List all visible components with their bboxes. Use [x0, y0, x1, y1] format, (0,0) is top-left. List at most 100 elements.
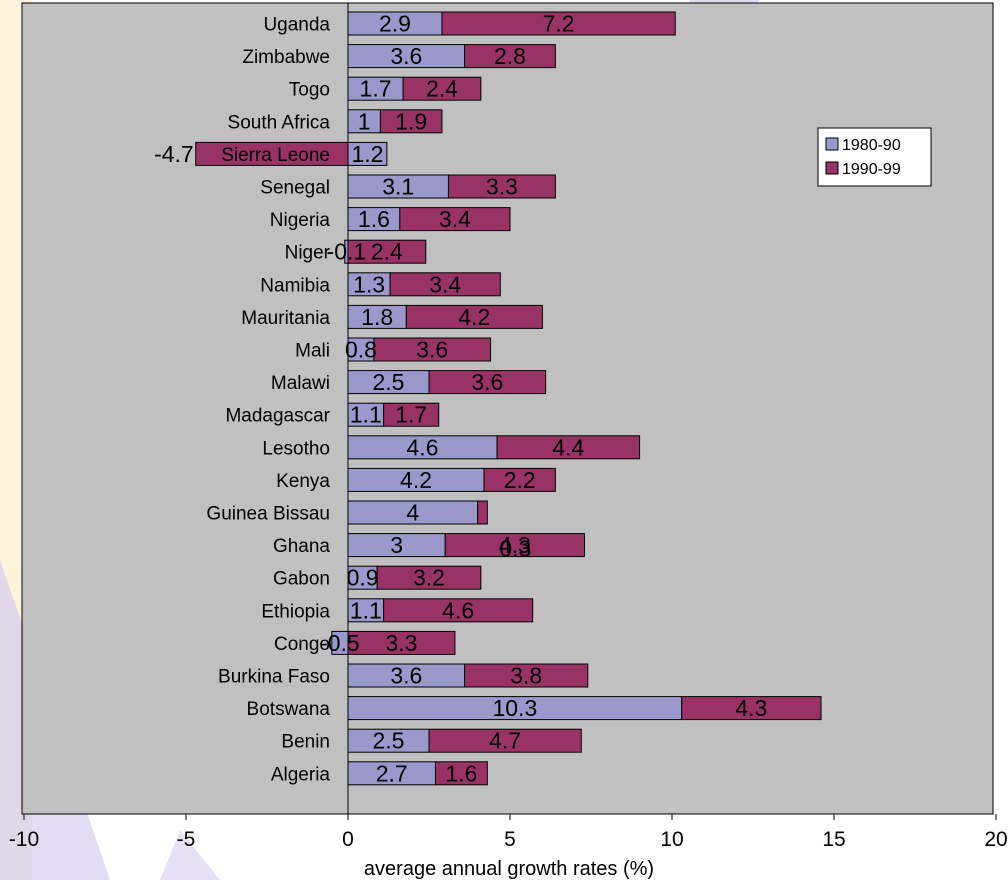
data-label-mauritania-1980-90: 1.8	[361, 304, 393, 330]
data-label-ghana-1980-90: 3	[390, 532, 403, 558]
x-axis: -10 -5 0 5 10 15 20	[9, 3, 1008, 851]
data-label-mauritania-1990-99: 4.2	[458, 304, 490, 330]
data-label-namibia-1990-99: 3.4	[429, 271, 461, 297]
data-label-niger-1990-99: 2.4	[371, 239, 403, 265]
bar-zimbabwe-1990-99	[464, 44, 556, 69]
category-label-botswana: Botswana	[247, 699, 331, 720]
bar-mali-1990-99	[373, 337, 492, 362]
bar-south-africa-1990-99	[379, 109, 443, 134]
bar-botswana-1990-99	[681, 696, 822, 721]
bar-ghana-1990-99	[444, 533, 586, 558]
data-label-benin-1990-99: 4.7	[489, 728, 521, 754]
x-axis-label: average annual growth rates (%)	[364, 858, 654, 880]
x-tick-label-2: 0	[342, 828, 354, 851]
data-label-senegal-1980-90: 3.1	[382, 174, 414, 200]
category-label-mauritania: Mauritania	[241, 308, 330, 329]
x-tick-label-4: 10	[660, 828, 683, 851]
data-label-malawi-1990-99: 3.6	[471, 369, 503, 395]
data-label-algeria-1990-99: 1.6	[445, 760, 477, 786]
data-label-nigeria-1980-90: 1.6	[358, 206, 390, 232]
data-label-botswana-1990-99: 4.3	[735, 695, 767, 721]
data-label-mali-1980-90: 0.8	[345, 337, 377, 363]
data-label-malawi-1980-90: 2.5	[373, 369, 405, 395]
category-label-senegal: Senegal	[260, 178, 330, 199]
data-label-mali-1990-99: 3.6	[416, 337, 448, 363]
data-label-uganda-1980-90: 2.9	[379, 11, 411, 37]
category-label-lesotho: Lesotho	[262, 438, 330, 459]
data-label-congo-1990-99: 3.3	[385, 630, 417, 656]
data-label-uganda-1990-99: 7.2	[543, 11, 575, 37]
category-label-mali: Mali	[295, 341, 330, 362]
data-label-burkina-faso-1990-99: 3.8	[510, 663, 542, 689]
data-label-ghana-1990-99: 4.3	[499, 532, 531, 558]
bars-layer	[195, 11, 822, 786]
bar-malawi-1990-99	[428, 370, 547, 395]
category-label-zimbabwe: Zimbabwe	[242, 47, 330, 68]
data-label-sierra-leone-1990-99: -4.7	[154, 141, 194, 167]
bar-ethiopia-1990-99	[383, 598, 534, 623]
category-label-niger: Niger	[285, 243, 331, 264]
category-label-malawi: Malawi	[271, 373, 330, 394]
category-label-ethiopia: Ethiopia	[261, 601, 330, 622]
category-label-south-africa: South Africa	[228, 112, 331, 133]
category-label-burkina-faso: Burkina Faso	[218, 667, 330, 688]
legend-label-1990-99: 1990-99	[842, 161, 901, 178]
category-label-namibia: Namibia	[260, 275, 330, 296]
data-label-namibia-1980-90: 1.3	[353, 271, 385, 297]
category-labels: Algeria Benin Botswana Burkina Faso Congo Eth…	[206, 15, 330, 786]
category-label-algeria: Algeria	[271, 764, 331, 785]
data-label-burkina-faso-1980-90: 3.6	[390, 663, 422, 689]
data-label-madagascar-1980-90: 1.1	[350, 402, 382, 428]
data-label-guinea-bissau-1980-90: 4	[406, 500, 419, 526]
data-label-ethiopia-1980-90: 1.1	[350, 597, 382, 623]
category-label-togo: Togo	[289, 80, 330, 101]
bar-namibia-1990-99	[389, 272, 501, 297]
bar-gabon-1990-99	[376, 565, 482, 590]
bar-labels: 2.7 1.62.5 4.710.3 4.33.6 3.8-0.5 3.31.1 4.60.…	[154, 11, 767, 787]
data-label-lesotho-1990-99: 4.4	[552, 434, 584, 460]
data-label-south-africa-1980-90: 1	[358, 108, 371, 134]
bar-kenya-1990-99	[483, 467, 556, 492]
data-label-kenya-1990-99: 2.2	[504, 467, 536, 493]
legend-swatch-1980-90	[825, 137, 839, 151]
bar-guinea-bissau-1990-99	[477, 500, 488, 525]
x-tick-label-0: -10	[9, 828, 39, 851]
bar-burkina-faso-1990-99	[464, 663, 589, 688]
category-label-ghana: Ghana	[273, 536, 330, 557]
data-label-togo-1990-99: 2.4	[426, 76, 458, 102]
data-label-botswana-1980-90: 10.3	[492, 695, 537, 721]
x-tick-label-3: 5	[504, 828, 516, 851]
category-label-congo: Congo	[274, 634, 330, 655]
data-label-senegal-1990-99: 3.3	[486, 174, 518, 200]
data-label-kenya-1980-90: 4.2	[400, 467, 432, 493]
data-label-lesotho-1980-90: 4.6	[407, 434, 439, 460]
bar-madagascar-1990-99	[383, 402, 440, 427]
category-label-nigeria: Nigeria	[270, 210, 331, 231]
bar-uganda-1990-99	[441, 11, 676, 36]
legend-label-1980-90: 1980-90	[842, 137, 901, 154]
category-label-uganda: Uganda	[263, 15, 330, 36]
data-label-zimbabwe-1990-99: 2.8	[494, 43, 526, 69]
data-label-gabon-1980-90: 0.9	[347, 565, 379, 591]
data-label-sierra-leone-1980-90: 1.2	[351, 141, 383, 167]
data-label-south-africa-1990-99: 1.9	[395, 108, 427, 134]
data-label-gabon-1990-99: 3.2	[413, 565, 445, 591]
x-tick-label-6: 20	[984, 828, 1007, 851]
data-label-nigeria-1990-99: 3.4	[439, 206, 471, 232]
category-label-guinea-bissau: Guinea Bissau	[206, 504, 330, 525]
data-label-congo-1980-90: -0.5	[320, 630, 360, 656]
category-label-gabon: Gabon	[273, 569, 330, 590]
data-label-madagascar-1990-99: 1.7	[395, 402, 427, 428]
data-label-benin-1980-90: 2.5	[373, 728, 405, 754]
data-label-togo-1980-90: 1.7	[360, 76, 392, 102]
data-label-niger-1980-90: -0.1	[327, 239, 367, 265]
bar-mauritania-1990-99	[405, 304, 543, 329]
bar-benin-1990-99	[428, 728, 582, 753]
legend: 1980-90 1990-99	[817, 127, 932, 187]
plot-area	[21, 2, 994, 815]
bar-togo-1990-99	[402, 76, 482, 101]
bar-lesotho-1990-99	[496, 435, 641, 460]
category-label-sierra-leone: Sierra Leone	[221, 145, 330, 166]
data-label-algeria-1980-90: 2.7	[376, 760, 408, 786]
